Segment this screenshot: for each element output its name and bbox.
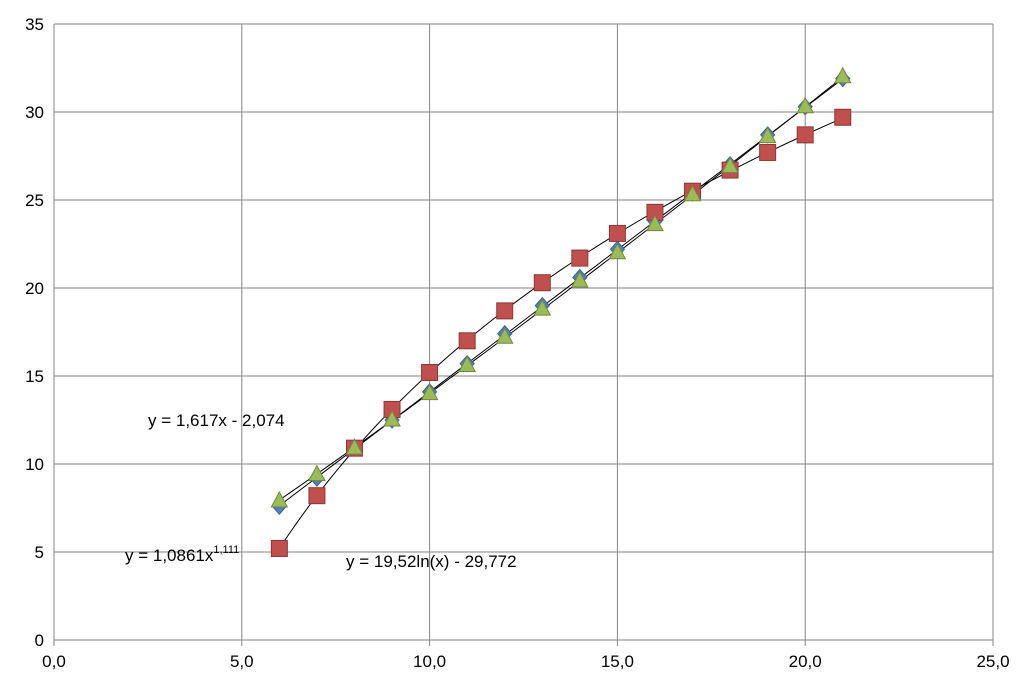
data-points	[270, 66, 852, 557]
x-tick-label: 10,0	[413, 652, 446, 671]
x-tick-label: 25,0	[976, 652, 1009, 671]
square-point	[270, 539, 288, 557]
triangle-point	[383, 409, 401, 427]
y-tick-label: 10	[25, 455, 44, 474]
y-tick-label: 20	[25, 279, 44, 298]
x-tick-label: 20,0	[789, 652, 822, 671]
triangle-point	[796, 96, 815, 114]
triangle-point	[495, 327, 514, 344]
power-trend-exponent: 1,111	[213, 544, 239, 556]
triangle-point	[608, 242, 627, 260]
square-point	[608, 224, 626, 242]
power-trend-equation: y = 1,0861x1,111	[125, 544, 239, 565]
triangle-point	[571, 270, 589, 288]
x-tick-label: 15,0	[601, 652, 634, 671]
triangle-point	[646, 214, 664, 232]
x-tick-label: 5,0	[230, 652, 254, 671]
triangle-point	[270, 490, 289, 508]
square-point	[834, 108, 852, 126]
square-point	[571, 249, 589, 267]
linear-trendline	[279, 78, 844, 507]
y-tick-label: 30	[25, 103, 44, 122]
linear-trend-equation: y = 1,617x - 2,074	[148, 411, 285, 430]
square-point	[796, 126, 814, 144]
x-tick-label: 0,0	[42, 652, 66, 671]
triangle-point	[345, 438, 364, 455]
y-tick-label: 5	[35, 543, 44, 562]
y-tick-label: 25	[25, 191, 44, 210]
y-tick-label: 15	[25, 367, 44, 386]
square-point	[308, 487, 326, 505]
power-trend-equation-base: y = 1,0861x	[125, 546, 214, 565]
triangle-point	[533, 299, 552, 316]
triangle-point	[420, 383, 439, 401]
triangle-point	[458, 355, 476, 372]
square-point	[759, 143, 777, 161]
triangle-point	[758, 126, 777, 144]
power-trendline	[279, 76, 844, 501]
y-tick-label: 35	[25, 15, 44, 34]
square-point	[533, 274, 551, 292]
triangle-point	[721, 156, 739, 174]
y-tick-label: 0	[35, 631, 44, 650]
square-point	[458, 332, 476, 350]
grid	[53, 23, 994, 646]
logarithmic-trendline	[278, 117, 843, 549]
tick-labels: 0 5 10 15 20 25 30 35 0,0 5,0 10,0 15,0 20,0 25,0	[25, 15, 1009, 671]
square-point	[421, 363, 439, 381]
triangle-point	[683, 184, 702, 202]
triangle-point	[308, 464, 326, 482]
square-point	[496, 302, 514, 320]
log-trend-equation: y = 19,52ln(x) - 29,772	[346, 552, 517, 571]
triangle-point	[833, 66, 852, 84]
trendlines	[278, 76, 844, 549]
